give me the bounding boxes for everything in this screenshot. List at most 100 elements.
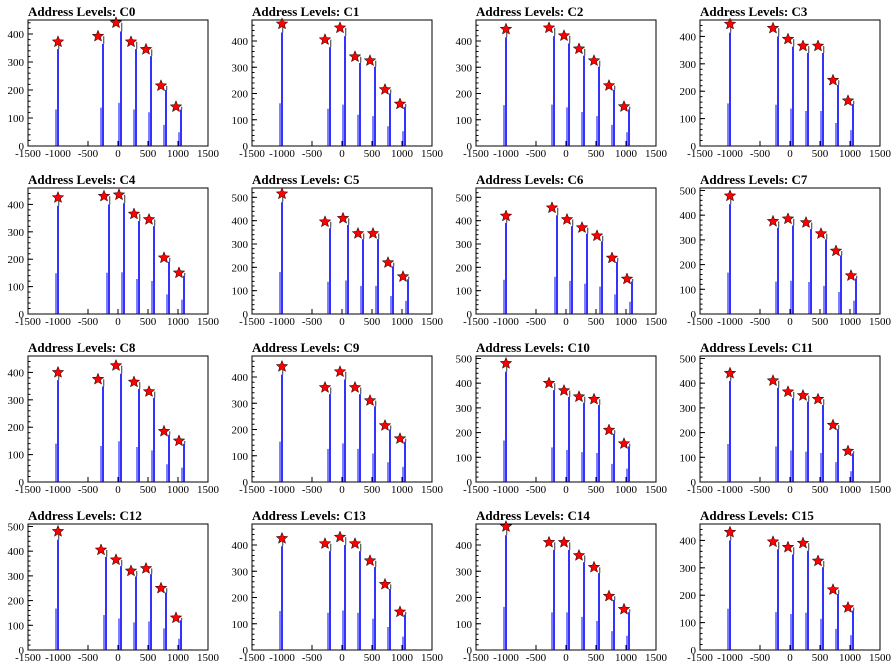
histogram-panel: 0 100 200 300 400 500 -1500 -1000 -500 0 500 1000 15… <box>672 336 896 504</box>
peak-marker <box>723 525 737 538</box>
y-tick-label: 500 <box>680 353 697 365</box>
x-tick-label: 1000 <box>167 316 190 328</box>
y-tick-label: 0 <box>243 477 249 489</box>
peak-marker <box>826 583 840 596</box>
y-tick-label: 100 <box>456 286 473 298</box>
x-tick-label: 0 <box>787 148 793 160</box>
panel-title: Address Levels: C14 <box>476 508 590 523</box>
peak-marker <box>796 388 810 401</box>
x-tick-label: -1500 <box>463 484 489 496</box>
x-tick-label: 1500 <box>645 484 668 496</box>
x-tick-label: -1500 <box>15 316 41 328</box>
plot-frame <box>699 187 881 315</box>
y-tick-label: 0 <box>691 645 697 657</box>
histogram-panel: 0 100 200 300 400 -1500 -1000 -500 0 500 1000 1500 A… <box>224 336 448 504</box>
x-tick-label: 1000 <box>391 148 414 160</box>
peak-marker <box>381 255 395 269</box>
peak-marker <box>826 418 840 431</box>
panel-title: Address Levels: C9 <box>252 340 360 355</box>
x-tick-label: 1500 <box>197 652 220 664</box>
peak-marker <box>557 535 571 548</box>
y-tick-label: 400 <box>680 535 697 547</box>
histogram-panel: 0 100 200 300 400 -1500 -1000 -500 0 500 1000 1500 A… <box>0 168 224 336</box>
x-tick-label: 1500 <box>645 148 668 160</box>
panel-title: Address Levels: C4 <box>28 172 136 187</box>
x-tick-label: -500 <box>526 316 547 328</box>
peak-marker <box>139 561 153 574</box>
y-tick-label: 0 <box>467 645 473 657</box>
x-tick-label: -1500 <box>463 148 489 160</box>
peak-marker <box>112 188 126 201</box>
peak-marker <box>378 82 392 95</box>
x-tick-label: 1500 <box>869 148 892 160</box>
peak-marker <box>154 79 168 92</box>
peak-marker <box>275 17 289 30</box>
x-tick-label: -500 <box>750 652 771 664</box>
x-tick-label: 500 <box>140 316 157 328</box>
x-tick-label: 1500 <box>197 148 220 160</box>
peak-marker <box>796 536 810 549</box>
y-tick-label: 500 <box>680 185 697 197</box>
x-tick-label: -500 <box>526 148 547 160</box>
histogram-panel: 0 100 200 300 400 -1500 -1000 -500 0 500 1000 1500 A… <box>448 0 672 168</box>
x-tick-label: -1500 <box>239 148 265 160</box>
x-tick-label: 500 <box>140 652 157 664</box>
peak-marker <box>826 73 840 86</box>
y-tick-label: 500 <box>456 353 473 365</box>
panel-title: Address Levels: C11 <box>700 340 814 355</box>
peak-marker <box>157 424 171 437</box>
histogram-panel: 0 100 200 300 400 -1500 -1000 -500 0 500 1000 1500 A… <box>448 504 672 672</box>
peak-marker <box>796 39 810 52</box>
y-tick-label: 400 <box>232 216 249 228</box>
x-tick-label: 0 <box>339 148 345 160</box>
histogram-plot: 0 100 200 300 400 -1500 -1000 -500 0 500 1000 1500 <box>8 187 220 328</box>
x-tick-label: 1500 <box>197 484 220 496</box>
x-tick-label: 0 <box>339 316 345 328</box>
histogram-panel: 0 100 200 300 400 -1500 -1000 -500 0 500 1000 1500 A… <box>224 0 448 168</box>
panel-title: Address Levels: C15 <box>700 508 814 523</box>
peak-marker <box>575 220 589 234</box>
y-tick-label: 100 <box>680 284 697 296</box>
y-tick-label: 0 <box>467 309 473 321</box>
peak-marker <box>318 537 332 550</box>
peak-marker <box>617 437 631 450</box>
x-tick-label: -1000 <box>493 652 519 664</box>
x-tick-label: 1500 <box>197 316 220 328</box>
histogram-plot: 0 100 200 300 400 500 -1500 -1000 -500 0 500 1000 15… <box>8 521 220 664</box>
x-tick-label: -500 <box>78 316 99 328</box>
x-tick-label: -1500 <box>463 316 489 328</box>
x-tick-label: -1000 <box>717 148 743 160</box>
histogram-plot: 0 100 200 300 400 -1500 -1000 -500 0 500 1000 1500 <box>232 17 444 160</box>
peak-marker <box>602 423 616 436</box>
peak-marker <box>572 42 586 55</box>
x-tick-label: -1000 <box>717 652 743 664</box>
peak-marker <box>318 215 332 228</box>
histogram-plot: 0 100 200 300 400 -1500 -1000 -500 0 500 1000 1500 <box>8 355 220 496</box>
x-tick-label: 0 <box>115 316 121 328</box>
peak-marker <box>348 537 362 550</box>
y-tick-label: 0 <box>691 309 697 321</box>
peak-marker <box>841 444 855 457</box>
x-tick-label: 1000 <box>839 652 862 664</box>
peak-marker <box>811 554 825 567</box>
x-tick-label: 1000 <box>839 148 862 160</box>
y-tick-label: 300 <box>456 62 473 74</box>
y-tick-label: 200 <box>8 422 25 434</box>
peak-marker <box>617 602 631 615</box>
peak-marker <box>766 214 780 227</box>
peak-marker <box>811 392 825 405</box>
x-tick-label: 500 <box>364 484 381 496</box>
peak-marker <box>172 266 186 279</box>
y-tick-label: 0 <box>467 141 473 153</box>
x-tick-label: -500 <box>302 652 323 664</box>
x-tick-label: -500 <box>750 484 771 496</box>
histogram-panel: 0 100 200 300 400 -1500 -1000 -500 0 500 1000 1500 A… <box>672 504 896 672</box>
peak-marker <box>499 22 513 35</box>
x-tick-label: 0 <box>787 484 793 496</box>
y-tick-label: 100 <box>680 114 697 126</box>
y-tick-label: 400 <box>232 372 249 384</box>
peak-marker <box>587 392 601 405</box>
peak-marker <box>91 29 105 42</box>
panel-title: Address Levels: C7 <box>700 172 808 187</box>
x-tick-label: -1000 <box>493 316 519 328</box>
